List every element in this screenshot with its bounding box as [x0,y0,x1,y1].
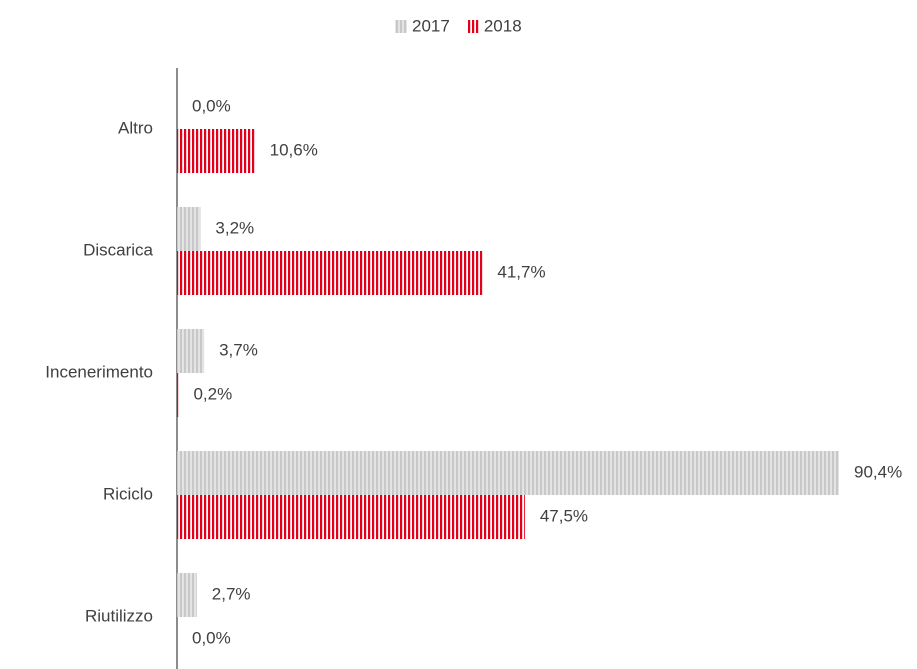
legend-swatch [466,20,479,33]
bar [177,207,201,251]
legend-label: 2017 [412,16,450,35]
bar [177,329,205,373]
category-label: Altro [118,118,153,137]
category-label: Riutilizzo [85,606,153,625]
legend-label: 2018 [484,16,522,35]
bar [177,129,255,173]
category-label: Riciclo [103,484,153,503]
category-label: Discarica [83,240,153,259]
data-label: 3,7% [219,340,258,359]
data-label: 0,0% [192,628,231,647]
category-label: Incenerimento [45,362,153,381]
bar [177,451,839,495]
data-label: 90,4% [854,462,902,481]
legend-swatch [395,20,407,33]
data-label: 10,6% [270,140,318,159]
bar [177,251,483,295]
data-label: 0,0% [192,96,231,115]
data-label: 2,7% [212,584,251,603]
bar [177,373,179,417]
bar [177,573,197,617]
bar [177,495,525,539]
data-label: 3,2% [215,218,254,237]
data-label: 41,7% [497,262,545,281]
data-label: 0,2% [193,384,232,403]
data-label: 47,5% [540,506,588,525]
